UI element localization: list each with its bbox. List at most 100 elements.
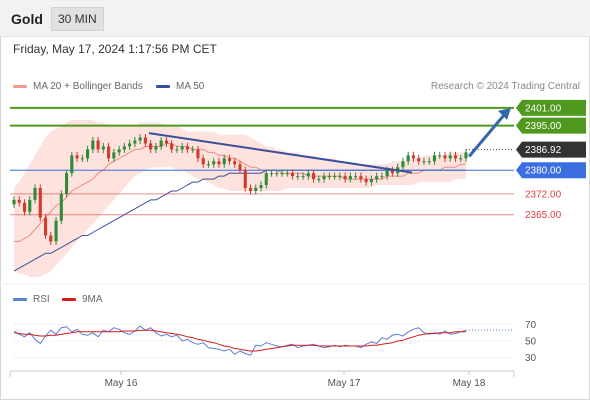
price-tag-2401.00-text: 2401.00: [525, 103, 562, 114]
candle: [380, 176, 384, 178]
candle: [453, 155, 458, 159]
candle: [448, 155, 452, 159]
candle: [86, 149, 90, 159]
candle: [117, 149, 121, 153]
time-tick-label: May 18: [453, 378, 486, 389]
candle: [227, 158, 232, 162]
instrument-name: Gold: [11, 11, 43, 27]
candle: [322, 176, 326, 180]
candle: [438, 155, 442, 157]
timestamp: Friday, May 17, 2024 1:17:56 PM CET: [13, 42, 217, 56]
title-bar: Gold 30 MIN: [0, 0, 590, 37]
price-tag-2365.00-text: 2365.00: [525, 210, 562, 221]
trendline: [148, 132, 413, 174]
candle: [317, 179, 321, 181]
candle: [101, 146, 105, 150]
candle: [259, 185, 263, 188]
candle: [243, 170, 247, 188]
candle: [306, 173, 310, 177]
candle: [22, 202, 27, 212]
candle: [411, 155, 416, 159]
candle: [122, 146, 126, 150]
candle: [212, 161, 216, 165]
candle: [206, 164, 211, 166]
copyright-text: Research © 2024 Trading Central: [430, 81, 580, 92]
candle: [375, 176, 379, 180]
candle: [464, 152, 468, 159]
candle: [301, 176, 305, 178]
candle: [191, 149, 195, 151]
candle: [64, 173, 69, 194]
candle: [327, 176, 331, 178]
rsi-ma-line: [13, 329, 466, 352]
candle: [112, 152, 116, 159]
candle: [128, 143, 132, 147]
candle: [17, 199, 21, 203]
candle: [238, 164, 242, 171]
candle: [264, 173, 268, 186]
candle: [185, 146, 190, 150]
candle: [43, 217, 48, 236]
candle: [107, 146, 111, 159]
candle: [401, 161, 405, 168]
candle: [275, 173, 279, 175]
candle: [217, 161, 221, 165]
candle: [28, 199, 32, 212]
candle: [49, 235, 53, 242]
candle: [254, 188, 258, 191]
rsi-tick-50: 50: [525, 337, 537, 348]
price-tag-2372.00-text: 2372.00: [525, 189, 562, 200]
price-tag-2380.00-bg: [516, 162, 586, 179]
price-tag-2401.00: 2401.00: [516, 99, 586, 116]
candle: [75, 155, 79, 159]
candle: [285, 173, 289, 175]
rsi-line: [13, 325, 467, 356]
price-tag-2380.00-text: 2380.00: [525, 166, 562, 177]
candle: [385, 170, 389, 177]
timeframe-button[interactable]: 30 MIN: [51, 7, 104, 31]
candle: [296, 176, 300, 178]
price-tag-2395.00: 2395.00: [516, 117, 586, 134]
candle: [164, 140, 168, 144]
candle: [280, 173, 284, 175]
legend-ma50-label: MA 50: [176, 81, 205, 92]
legend-rsi-ma-swatch: [62, 298, 76, 301]
price-tag-2365.00: 2365.00: [525, 210, 562, 221]
candle: [338, 176, 342, 178]
candle: [196, 149, 200, 159]
legend-rsi-ma: 9MA: [62, 294, 103, 305]
legend-ma50-swatch: [156, 85, 170, 88]
candle: [459, 158, 463, 160]
rsi-tick-30: 30: [525, 353, 537, 364]
candle: [364, 179, 368, 183]
candle: [175, 149, 179, 151]
candle: [59, 193, 63, 221]
bollinger-band: [14, 119, 466, 277]
time-tick-label: May 17: [328, 378, 361, 389]
candle: [343, 176, 347, 180]
price-tag-2372.00: 2372.00: [525, 189, 562, 200]
candle: [427, 161, 431, 163]
price-tag-2401.00-bg: [516, 99, 586, 116]
legend-ma50: MA 50: [156, 81, 204, 92]
forecast-arrow: [468, 112, 507, 157]
time-tick-label: May 16: [105, 378, 138, 389]
candle: [180, 146, 184, 150]
candle: [406, 155, 410, 162]
rsi-tick-70: 70: [525, 320, 537, 331]
candle: [312, 173, 316, 180]
candle: [80, 158, 84, 160]
candle: [233, 161, 237, 165]
legend-rsi: RSI: [13, 294, 50, 305]
candle: [54, 220, 58, 242]
candle: [38, 188, 42, 218]
candle: [201, 158, 205, 165]
legend-bollinger-swatch: [13, 85, 27, 88]
price-tag-2380.00: 2380.00: [516, 162, 586, 179]
candle: [369, 179, 373, 183]
price-tag-current: 2386.92: [516, 141, 586, 158]
candle: [143, 137, 147, 144]
forecast-arrowhead: [498, 107, 511, 120]
candle: [133, 140, 137, 144]
